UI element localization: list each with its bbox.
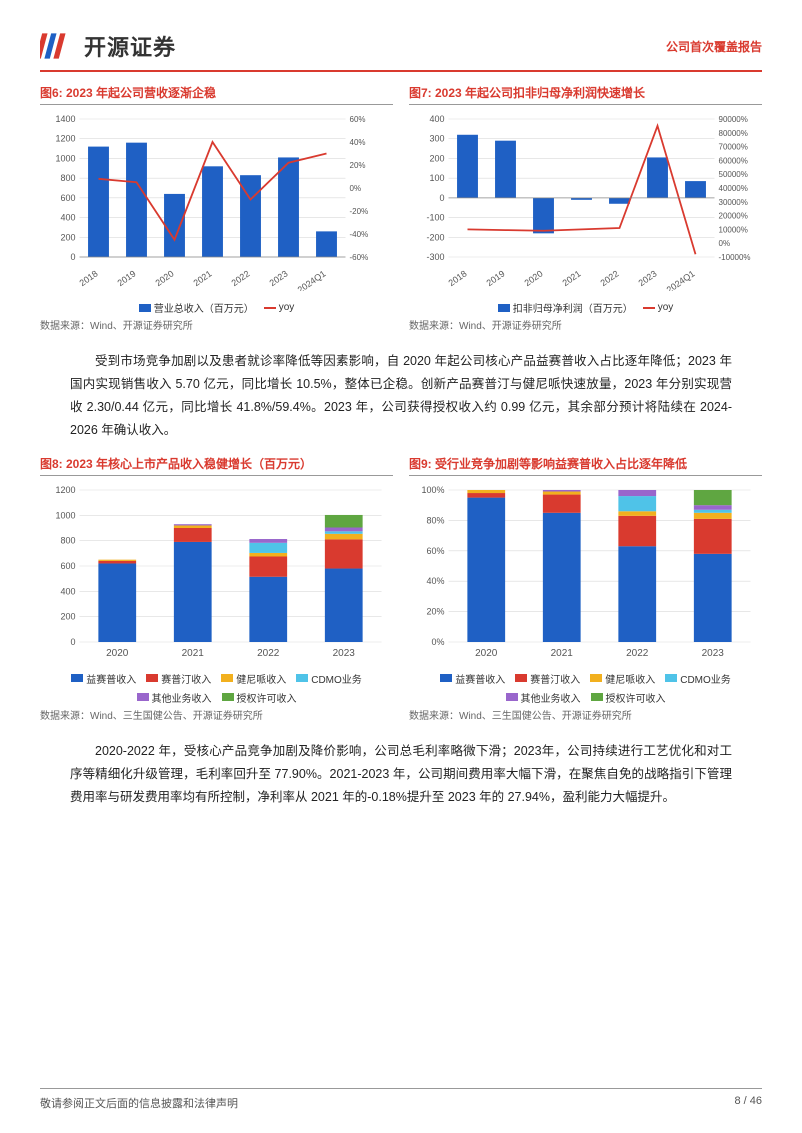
svg-text:20000%: 20000% [719,212,748,221]
svg-text:1000: 1000 [55,510,75,520]
chart-7-legend: 扣非归母净利润（百万元） yoy [409,300,762,315]
svg-text:2018: 2018 [447,268,469,288]
svg-text:80000%: 80000% [719,129,748,138]
chart-9-canvas: 0% 20% 40% 60% 80% 100% 2020 2021 2022 2023 [409,482,762,662]
svg-text:2020: 2020 [523,268,545,288]
chart-7-source: 数据来源：Wind、开源证券研究所 [409,317,762,332]
chart-6-legend: 营业总收入（百万元） yoy [40,300,393,315]
svg-text:2020: 2020 [106,648,129,659]
svg-text:40%: 40% [350,138,366,147]
svg-text:400: 400 [60,213,75,223]
svg-text:1200: 1200 [55,134,75,144]
svg-text:2021: 2021 [182,648,205,659]
chart-8-canvas: 0 200 400 600 800 1000 1200 2020 2021 2022 2023 [40,482,393,662]
svg-text:80%: 80% [426,515,444,525]
svg-text:2022: 2022 [599,268,621,288]
chart-8-title: 图8: 2023 年核心上市产品收入稳健增长（百万元） [40,455,393,476]
svg-text:2021: 2021 [561,268,583,288]
svg-text:2021: 2021 [551,648,574,659]
chart-7-canvas: -300 -200 -100 0 100 200 300 400 -10000% 0% 10000%… [409,111,762,291]
svg-text:2022: 2022 [626,648,649,659]
page-header: 开源证券 公司首次覆盖报告 [40,28,762,72]
report-type: 公司首次覆盖报告 [666,38,762,55]
chart-9-source: 数据来源：Wind、三生国健公告、开源证券研究所 [409,707,762,722]
svg-text:0: 0 [439,193,444,203]
chart-6-title: 图6: 2023 年起公司营收逐渐企稳 [40,84,393,105]
chart-7: 图7: 2023 年起公司扣非归母净利润快速增长 -300 -200 -100 0 10… [409,84,762,342]
svg-text:2019: 2019 [485,268,507,288]
svg-text:2019: 2019 [116,268,138,288]
chart-6-source: 数据来源：Wind、开源证券研究所 [40,317,393,332]
svg-text:2020: 2020 [154,268,176,288]
svg-text:1000: 1000 [55,153,75,163]
svg-text:0%: 0% [350,184,362,193]
svg-text:60000%: 60000% [719,156,748,165]
svg-text:1200: 1200 [55,485,75,495]
svg-text:2023: 2023 [637,268,659,288]
svg-text:10000%: 10000% [719,225,748,234]
svg-text:-40%: -40% [350,230,369,239]
svg-text:20%: 20% [350,161,366,170]
footer-page-number: 8 / 46 [734,1095,762,1111]
svg-text:300: 300 [429,134,444,144]
svg-text:2022: 2022 [230,268,252,288]
svg-text:-100: -100 [426,213,444,223]
svg-text:2024Q1: 2024Q1 [665,268,697,291]
svg-text:400: 400 [60,586,75,596]
svg-text:600: 600 [60,193,75,203]
svg-text:200: 200 [60,611,75,621]
svg-text:2021: 2021 [192,268,214,288]
svg-text:-20%: -20% [350,207,369,216]
svg-text:0: 0 [70,252,75,262]
svg-text:-200: -200 [426,232,444,242]
chart-9-legend: 益赛普收入赛普汀收入健尼哌收入CDMO业务其他业务收入授权许可收入 [409,671,762,705]
svg-text:0: 0 [70,637,75,647]
svg-text:40000%: 40000% [719,184,748,193]
paragraph-1: 受到市场竞争加剧以及患者就诊率降低等因素影响，自 2020 年起公司核心产品益赛… [70,350,732,443]
svg-text:100%: 100% [421,485,444,495]
page-footer: 敬请参阅正文后面的信息披露和法律声明 8 / 46 [40,1088,762,1111]
chart-9: 图9: 受行业竞争加剧等影响益赛普收入占比逐年降低 0% 20% 40% 60% 80%… [409,455,762,732]
svg-text:90000%: 90000% [719,115,748,124]
svg-text:-300: -300 [426,252,444,262]
svg-text:2020: 2020 [475,648,498,659]
svg-text:2024Q1: 2024Q1 [296,268,328,291]
svg-text:50000%: 50000% [719,170,748,179]
svg-text:100: 100 [429,173,444,183]
chart-6: 图6: 2023 年起公司营收逐渐企稳 0 200 400 600 800 1000 120… [40,84,393,342]
svg-text:2023: 2023 [702,648,725,659]
svg-text:40%: 40% [426,576,444,586]
svg-text:0%: 0% [719,239,731,248]
svg-text:20%: 20% [426,606,444,616]
svg-text:400: 400 [429,114,444,124]
svg-text:0%: 0% [431,637,444,647]
chart-8-legend: 益赛普收入赛普汀收入健尼哌收入CDMO业务其他业务收入授权许可收入 [40,671,393,705]
svg-text:200: 200 [429,153,444,163]
svg-text:70000%: 70000% [719,143,748,152]
svg-text:800: 800 [60,173,75,183]
svg-text:2018: 2018 [78,268,100,288]
svg-text:-10000%: -10000% [719,253,751,262]
svg-text:30000%: 30000% [719,198,748,207]
svg-text:2022: 2022 [257,648,280,659]
svg-text:2023: 2023 [268,268,290,288]
svg-text:1400: 1400 [55,114,75,124]
svg-text:2023: 2023 [333,648,356,659]
chart-8: 图8: 2023 年核心上市产品收入稳健增长（百万元） 0 200 400 600 80… [40,455,393,732]
chart-8-source: 数据来源：Wind、三生国健公告、开源证券研究所 [40,707,393,722]
svg-text:60%: 60% [350,115,366,124]
chart-9-title: 图9: 受行业竞争加剧等影响益赛普收入占比逐年降低 [409,455,762,476]
logo: 开源证券 [40,28,176,64]
logo-text: 开源证券 [84,30,176,62]
chart-6-canvas: 0 200 400 600 800 1000 1200 1400 -60% -40% -20% 0% 2… [40,111,393,291]
svg-text:-60%: -60% [350,253,369,262]
logo-icon [40,28,76,64]
svg-text:200: 200 [60,232,75,242]
svg-text:600: 600 [60,561,75,571]
svg-text:60%: 60% [426,545,444,555]
paragraph-2: 2020-2022 年，受核心产品竞争加剧及降价影响，公司总毛利率略微下滑；20… [70,740,732,809]
footer-disclaimer: 敬请参阅正文后面的信息披露和法律声明 [40,1095,238,1111]
svg-text:800: 800 [60,535,75,545]
chart-7-title: 图7: 2023 年起公司扣非归母净利润快速增长 [409,84,762,105]
